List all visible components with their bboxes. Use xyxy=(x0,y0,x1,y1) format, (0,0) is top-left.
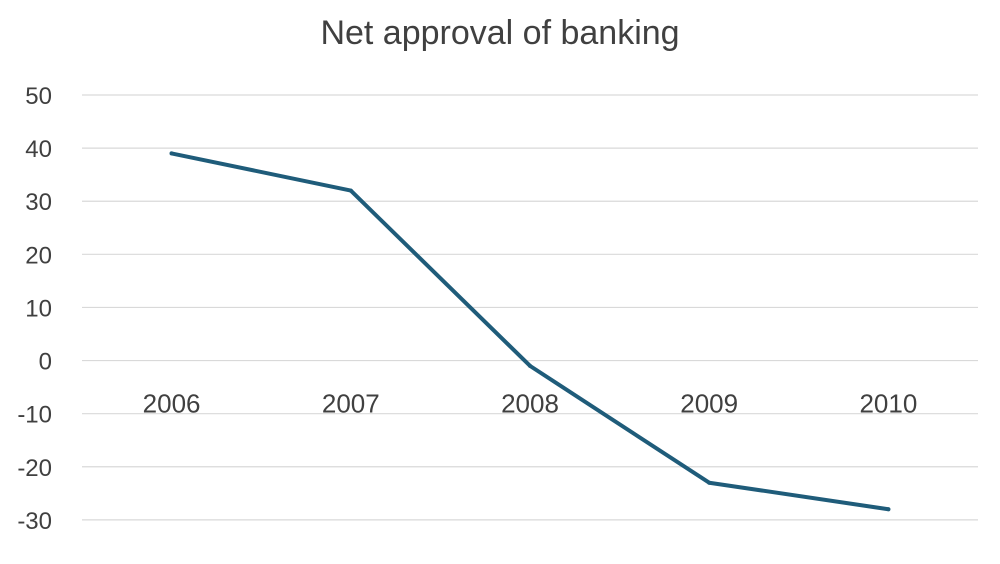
data-point xyxy=(886,507,891,512)
y-tick-label: -10 xyxy=(17,402,52,429)
y-tick-label: -30 xyxy=(17,508,52,535)
data-point xyxy=(707,480,712,485)
x-tick-label: 2010 xyxy=(859,389,917,419)
y-tick-label: 40 xyxy=(25,136,52,163)
x-tick-label: 2009 xyxy=(680,389,738,419)
y-tick-label: 20 xyxy=(25,242,52,269)
y-tick-label: -40 xyxy=(17,561,52,564)
x-tick-label: 2007 xyxy=(322,389,380,419)
x-tick-label: 2006 xyxy=(143,389,201,419)
y-axis-tick-labels: 50 40 30 20 10 0 -10 -20 -30 -40 xyxy=(17,83,52,564)
x-tick-label: 2008 xyxy=(501,389,559,419)
chart-title: Net approval of banking xyxy=(320,14,680,52)
x-axis-tick-labels: 2006 2007 2008 2009 2010 xyxy=(143,389,918,419)
series-group xyxy=(169,151,891,512)
y-tick-label: 0 xyxy=(39,349,52,376)
y-tick-label: 50 xyxy=(25,83,52,110)
series-line xyxy=(169,151,891,512)
y-tick-label: 10 xyxy=(25,295,52,322)
data-point xyxy=(528,363,532,368)
data-point xyxy=(348,188,353,193)
y-tick-label: -20 xyxy=(17,455,52,482)
y-tick-label: 30 xyxy=(25,189,52,216)
gridlines xyxy=(82,94,978,521)
data-point xyxy=(169,151,174,156)
